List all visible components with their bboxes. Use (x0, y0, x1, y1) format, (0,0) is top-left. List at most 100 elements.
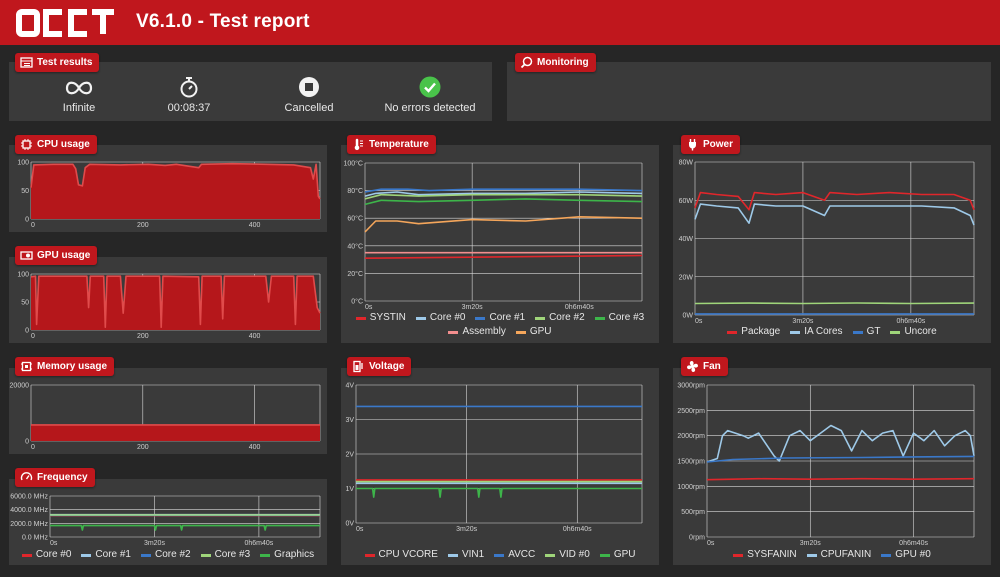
series-area (31, 276, 320, 330)
y-tick-label: 0 (25, 328, 29, 335)
x-tick-label: 0s (356, 526, 364, 533)
test-status-item: Cancelled (239, 76, 379, 114)
fan-legend: SYSFANIN CPUFANIN GPU #0 (673, 548, 991, 562)
legend-swatch (733, 553, 744, 557)
y-tick-label: 3000rpm (677, 383, 705, 390)
legend-label: Core #0 (429, 312, 466, 323)
y-tick-label: 0W (683, 313, 694, 320)
memory-usage-chart: 20000 00 200 400 (10, 383, 321, 451)
y-tick-label: 2V (345, 452, 354, 459)
legend-label: Core #2 (549, 312, 585, 323)
gauge-icon (20, 472, 33, 481)
legend-label: Assembly (462, 326, 506, 337)
x-tick-label: 200 (137, 222, 149, 229)
y-tick-label: 100 (17, 160, 29, 167)
temperature-title-text: Temperature (369, 139, 429, 150)
cpu-usage-chart: 100 50 00 200 400 (17, 160, 321, 229)
series-line (706, 424, 975, 463)
y-tick-label: 60W (679, 198, 694, 205)
legend-swatch (545, 553, 556, 557)
legend-item: Uncore (890, 325, 937, 339)
y-tick-label: 1500rpm (677, 459, 705, 466)
y-tick-label: 0 (25, 217, 29, 224)
legend-swatch (515, 330, 526, 334)
legend-item: GT (852, 325, 881, 339)
gpu-usage-title: GPU usage (15, 246, 98, 265)
y-tick-label: 2500rpm (677, 408, 705, 415)
power-panel (673, 145, 991, 343)
fan-title: Fan (681, 357, 728, 376)
y-tick-label: 1V (345, 486, 354, 493)
legend-swatch (355, 316, 366, 320)
series-line (364, 254, 643, 259)
legend-swatch (599, 553, 610, 557)
y-tick-label: 60°C (347, 215, 363, 223)
x-tick-label: 0h6m40s (563, 526, 592, 533)
stop-icon (299, 77, 319, 97)
legend-item: Core #0 (415, 311, 466, 325)
temperature-panel (341, 145, 659, 343)
check-icon (419, 76, 441, 98)
legend-label: Core #1 (489, 312, 526, 323)
legend-swatch (475, 316, 486, 320)
legend-item: CPUFANIN (806, 548, 872, 562)
legend-item: SYSFANIN (733, 548, 797, 562)
gpu-icon (20, 251, 33, 260)
legend-swatch (415, 316, 426, 320)
voltage-title-text: Voltage (369, 361, 405, 372)
test-duration-label: Infinite (62, 102, 96, 114)
x-tick-label: 0 (31, 222, 35, 229)
x-tick-label: 200 (137, 444, 149, 451)
magnifier-icon (520, 56, 533, 69)
legend-swatch (81, 553, 92, 557)
header-bar: V6.1.0 - Test report (0, 0, 1000, 45)
legend-swatch (140, 553, 151, 557)
legend-item: AVCC (494, 548, 535, 562)
x-tick-label: 3m20s (462, 304, 484, 311)
test-time-item: 00:08:37 (119, 76, 259, 114)
y-tick-label: 0.0 MHz (22, 535, 49, 542)
legend-item: GPU (599, 548, 635, 562)
legend-item: Core #2 (140, 548, 191, 562)
legend-label: SYSFANIN (747, 549, 797, 560)
memory-usage-title: Memory usage (15, 357, 115, 376)
frequency-title-text: Frequency (37, 472, 88, 483)
fan-panel (673, 368, 991, 565)
legend-swatch (806, 553, 817, 557)
cpu-icon (21, 139, 32, 150)
series-line (364, 216, 643, 233)
legend-label: Core #3 (214, 549, 251, 560)
x-tick-label: 3m20s (144, 540, 166, 547)
legend-label: Package (741, 326, 781, 337)
frequency-title: Frequency (15, 468, 95, 487)
y-tick-label: 0V (345, 521, 354, 528)
y-tick-label: 6000.0 MHz (10, 494, 48, 501)
legend-swatch (447, 553, 458, 557)
legend-swatch (852, 330, 863, 334)
series-line (706, 477, 975, 481)
infinity-icon (65, 81, 93, 95)
y-tick-label: 0°C (351, 298, 363, 306)
memory-icon (21, 361, 32, 372)
legend-label: Core #3 (608, 312, 645, 323)
y-tick-label: 20000 (10, 383, 30, 390)
legend-label: CPUFANIN (820, 549, 872, 560)
monitoring-title-text: Monitoring (537, 57, 589, 68)
legend-label: AVCC (508, 549, 536, 560)
stopwatch-icon (180, 77, 198, 98)
y-tick-label: 2000rpm (677, 433, 705, 440)
legend-label: GT (866, 326, 881, 337)
series-line (356, 487, 642, 498)
legend-item: VID #0 (545, 548, 590, 562)
legend-item: GPU (515, 325, 552, 339)
gpu-usage-chart: 100 50 00 200 400 (17, 272, 321, 340)
test-status-label: Cancelled (284, 102, 334, 114)
legend-label: Graphics (274, 549, 315, 560)
test-errors-item: No errors detected (360, 76, 500, 114)
legend-item: Core #3 (594, 311, 645, 325)
test-results-title: Test results (15, 53, 100, 72)
battery-icon (353, 360, 363, 373)
frequency-legend: Core #0 Core #1 Core #2 Core #3 Graphics (9, 548, 327, 562)
